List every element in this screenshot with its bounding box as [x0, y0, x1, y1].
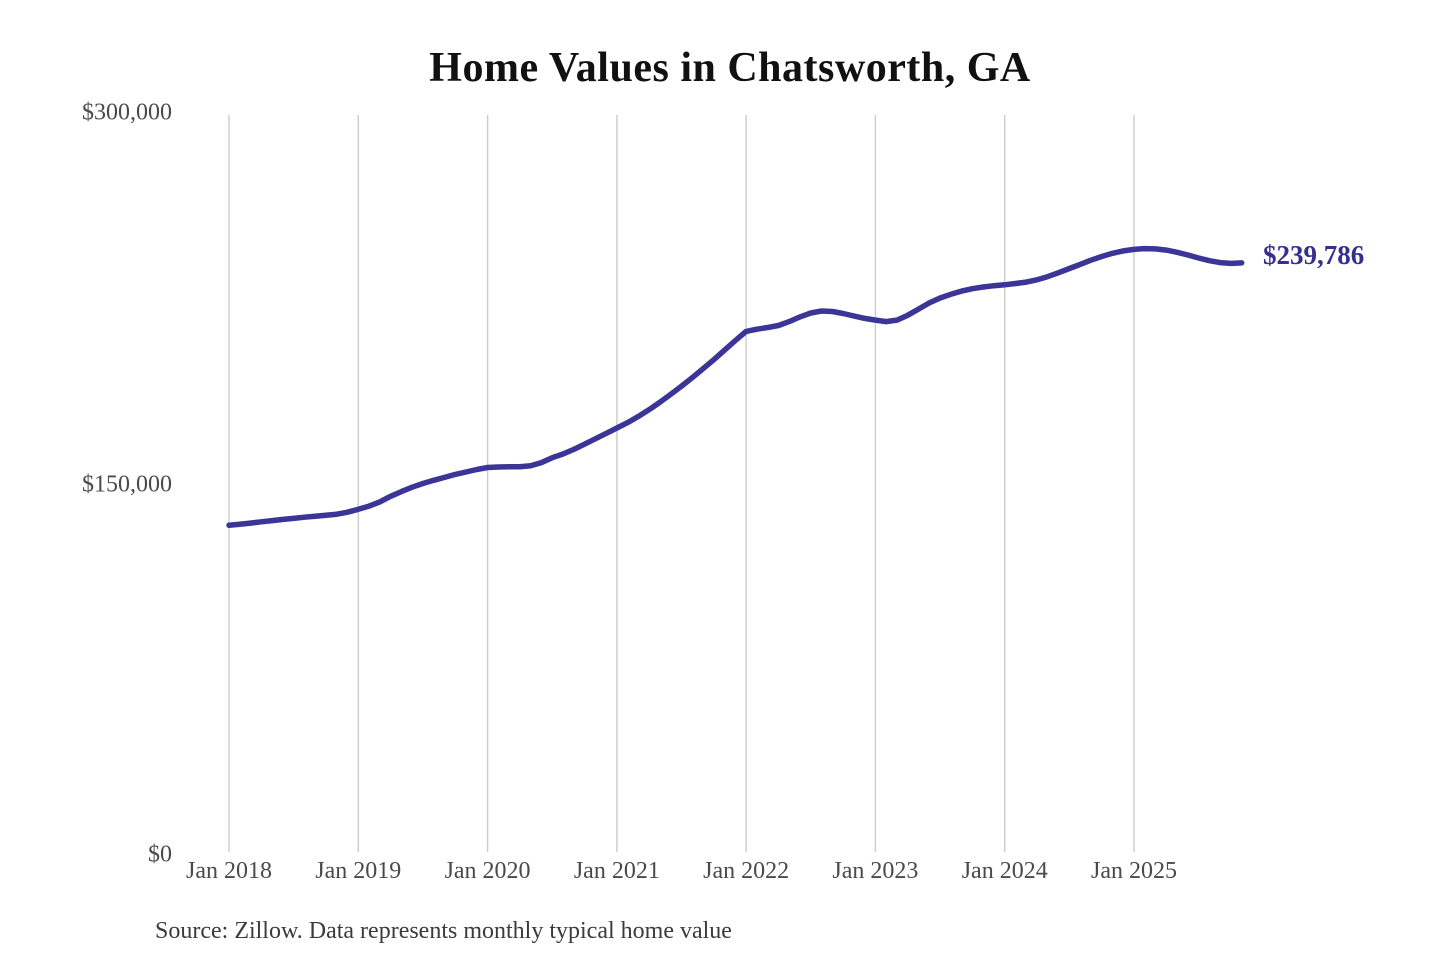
x-axis-tick-label: Jan 2023 — [832, 858, 919, 884]
y-axis-tick-300000: $300,000 — [82, 99, 172, 126]
x-axis-tick-label: Jan 2025 — [1091, 858, 1177, 884]
x-axis-tick-label: Jan 2022 — [703, 858, 790, 884]
x-axis-tick-label: Jan 2019 — [315, 858, 402, 884]
y-axis-tick-0: $0 — [148, 841, 172, 868]
chart-title: Home Values in Chatsworth, GA — [429, 45, 1031, 91]
home-value-line — [226, 245, 1245, 529]
x-axis-tick-label: Jan 2020 — [444, 858, 531, 884]
source-note: Source: Zillow. Data represents monthly … — [155, 918, 732, 944]
x-axis-tick-label: Jan 2024 — [961, 858, 1048, 884]
latest-value-label: $239,786 — [1263, 240, 1365, 270]
x-axis-tick-label: Jan 2021 — [573, 858, 660, 884]
y-axis-tick-150000: $150,000 — [82, 471, 172, 498]
x-axis-tick-label: Jan 2018 — [186, 858, 272, 884]
